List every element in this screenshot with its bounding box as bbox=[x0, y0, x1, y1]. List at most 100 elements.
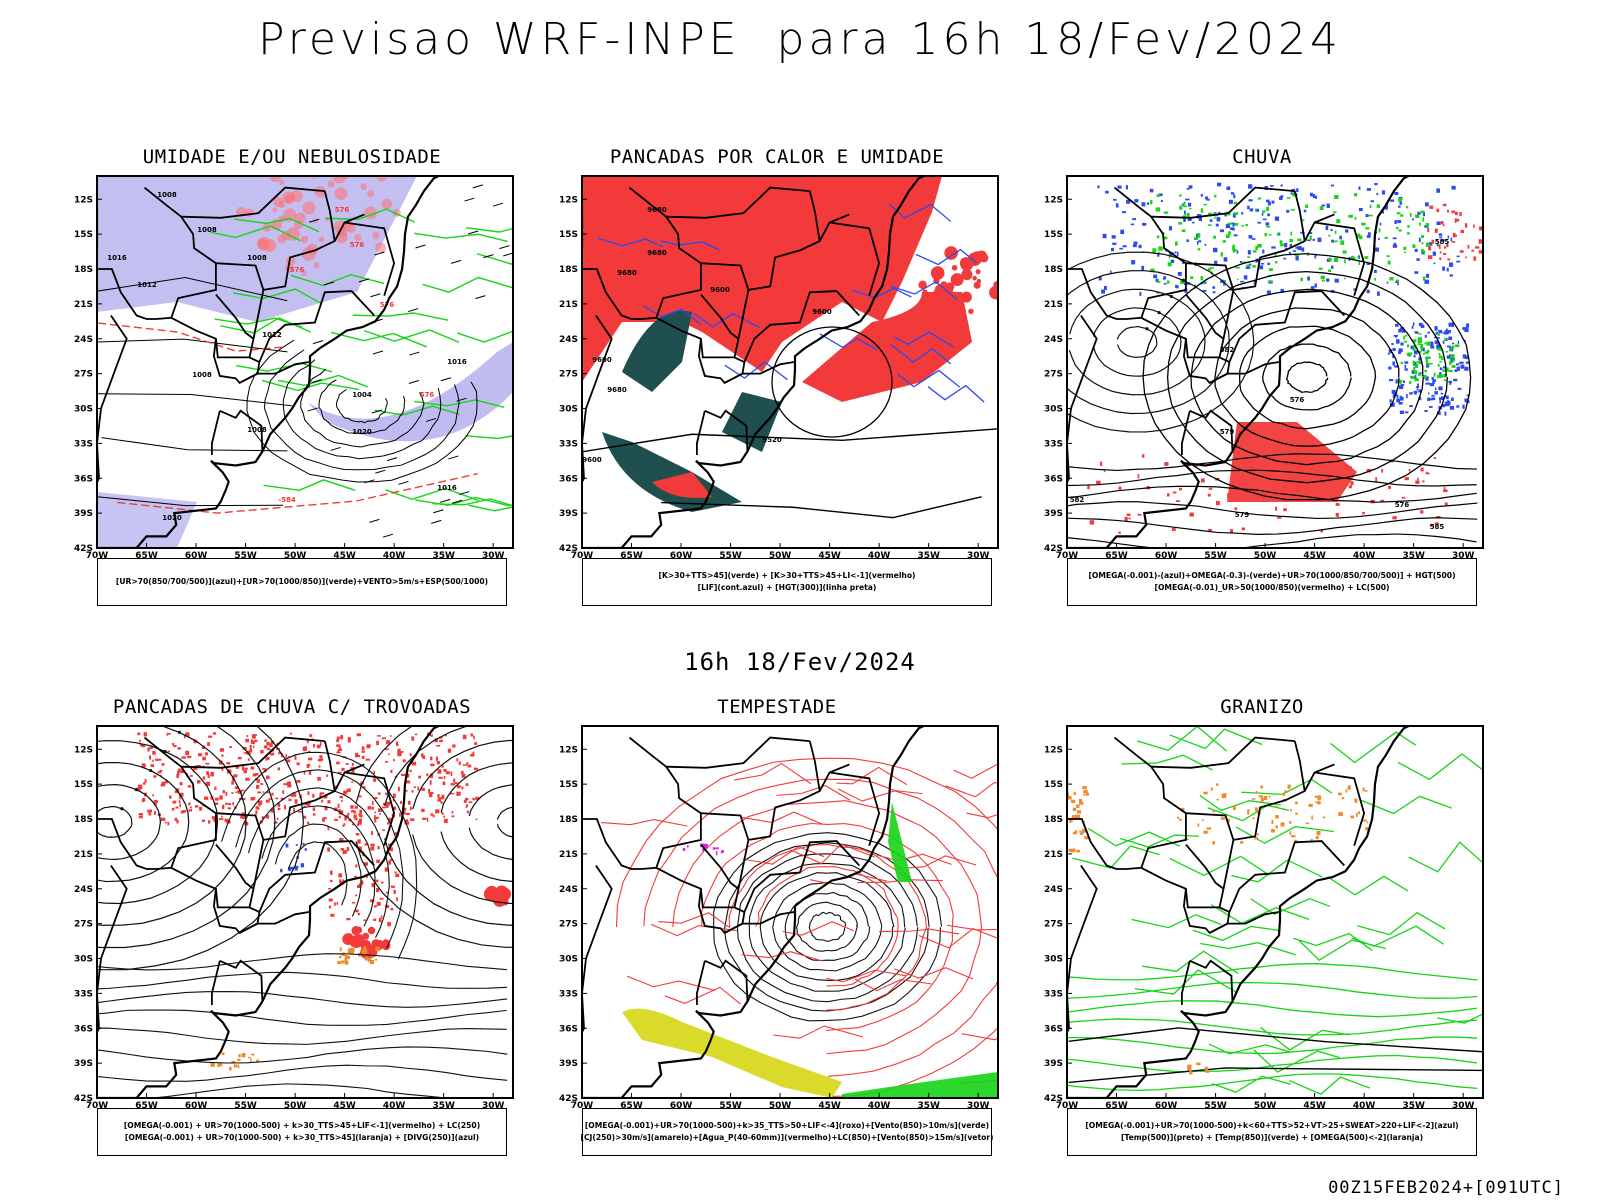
storm-area-red bbox=[153, 799, 158, 803]
omega-rain-green bbox=[1289, 238, 1293, 243]
storm-area-red bbox=[207, 735, 213, 738]
border-line bbox=[1314, 771, 1366, 846]
omega500-orange bbox=[1076, 849, 1081, 853]
storm-area-red bbox=[430, 813, 434, 816]
panel-legend: [UR>70(850/700/500)](azul)+[UR>70(1000/8… bbox=[97, 558, 507, 606]
storm-area-red bbox=[400, 773, 406, 776]
omega-rain-blue bbox=[1262, 218, 1267, 221]
lon-tick-label: 65W bbox=[620, 1101, 643, 1111]
storm-area-red bbox=[262, 791, 265, 793]
storm-area-red bbox=[374, 811, 376, 814]
omega-rain-green bbox=[1412, 347, 1416, 351]
rain-area-red bbox=[1443, 489, 1448, 493]
storm-area-red bbox=[351, 762, 354, 766]
omega-rain-green bbox=[1180, 280, 1185, 284]
omega-rain-blue bbox=[1464, 355, 1469, 360]
omega-rain-blue bbox=[1424, 409, 1428, 412]
storm-area-red bbox=[141, 763, 146, 768]
contour-label: 1012 bbox=[262, 331, 282, 339]
storm-area-red bbox=[305, 803, 310, 806]
omega-rain-blue bbox=[1464, 366, 1469, 371]
storm-area-red bbox=[152, 794, 154, 797]
omega-rain-blue bbox=[1398, 401, 1403, 405]
storm-area-orange bbox=[221, 1052, 225, 1056]
storm-area-red bbox=[390, 885, 393, 888]
storm-area-red bbox=[137, 732, 141, 736]
omega-rain-blue bbox=[1192, 221, 1195, 224]
storm-area-red bbox=[345, 814, 349, 818]
storm-area-red bbox=[346, 788, 351, 793]
lif-contour-blue bbox=[915, 248, 978, 266]
omega500-orange bbox=[1196, 1062, 1201, 1066]
omega-rain-blue bbox=[1198, 240, 1202, 243]
omega-rain-blue bbox=[1310, 192, 1314, 197]
contour-label: 582 bbox=[1070, 496, 1085, 504]
omega-rain-blue bbox=[1269, 185, 1274, 187]
wind-vector bbox=[370, 293, 381, 298]
lc850-contour-red bbox=[742, 846, 825, 865]
omega-rain-blue bbox=[1424, 279, 1429, 284]
omega500-orange bbox=[1232, 805, 1236, 810]
storm-area-red bbox=[307, 791, 310, 795]
lif-contour-blue bbox=[724, 361, 788, 381]
storm-area-red bbox=[271, 792, 274, 796]
contour-label: 1008 bbox=[197, 226, 217, 234]
storm-area-red bbox=[319, 742, 322, 747]
storm-area-red bbox=[430, 773, 434, 779]
red-speckle bbox=[381, 198, 393, 210]
storm-area-red bbox=[268, 798, 272, 800]
omega-rain-blue bbox=[1444, 411, 1447, 416]
omega-rain-blue bbox=[1400, 342, 1404, 346]
wind850-green bbox=[888, 802, 912, 882]
storm-area-red bbox=[443, 818, 448, 823]
omega-rain-green bbox=[1359, 235, 1363, 240]
storm-area-red bbox=[422, 817, 427, 820]
wind-vector bbox=[382, 533, 394, 538]
streamline bbox=[355, 726, 513, 948]
rain-area-red bbox=[1326, 470, 1329, 474]
rain-area-red bbox=[1179, 487, 1182, 491]
omega-rain-blue bbox=[1288, 251, 1291, 256]
storm-area-orange bbox=[256, 1059, 260, 1063]
humidity-contour-green bbox=[330, 331, 427, 348]
omega-rain-blue bbox=[1379, 222, 1382, 226]
omega-rain-blue bbox=[1247, 250, 1251, 255]
border-line bbox=[215, 213, 365, 291]
omega-rain-blue bbox=[1265, 199, 1270, 203]
omega-rain-green bbox=[1163, 236, 1168, 240]
lon-tick-label: 30W bbox=[967, 551, 990, 561]
omega500-orange bbox=[1247, 809, 1250, 811]
border-line bbox=[737, 289, 750, 339]
omega-rain-green bbox=[1399, 381, 1402, 385]
storm-area-red bbox=[458, 761, 461, 766]
pressure-contour bbox=[246, 339, 478, 483]
contour-label: 9520 bbox=[762, 436, 782, 444]
omega-rain-blue bbox=[1326, 278, 1330, 282]
omega500-orange bbox=[1080, 832, 1084, 835]
omega-rain-green bbox=[1422, 217, 1425, 222]
border-line bbox=[1181, 410, 1191, 455]
border-line bbox=[1222, 289, 1235, 339]
contour-label: 9680 bbox=[617, 269, 637, 277]
wind-vector-circulation bbox=[724, 842, 930, 1012]
storm-area-red bbox=[233, 774, 238, 778]
lat-tick-label: 27S bbox=[1044, 920, 1063, 930]
rain-area-red bbox=[1137, 513, 1142, 516]
omega-rain-green bbox=[1233, 201, 1238, 205]
storm-area-red bbox=[407, 800, 411, 805]
omega-rain-blue bbox=[1334, 278, 1339, 283]
omega-rain-green bbox=[1319, 206, 1324, 211]
storm-area-red bbox=[204, 752, 208, 756]
omega-rain-green bbox=[1333, 211, 1337, 214]
lat-tick-label: 33S bbox=[74, 989, 93, 999]
omega-rain-blue bbox=[1388, 366, 1392, 370]
hgt500-contour bbox=[1166, 270, 1448, 484]
omega-rain-blue bbox=[1297, 246, 1302, 251]
storm-area-red bbox=[361, 746, 365, 751]
omega-rain-green bbox=[1415, 363, 1419, 368]
omega-rain-green bbox=[1193, 237, 1198, 240]
border-line bbox=[743, 840, 860, 913]
omega-rain-green bbox=[1398, 198, 1402, 202]
rain-area-red bbox=[1234, 507, 1238, 511]
lat-tick-label: 15S bbox=[74, 230, 93, 240]
